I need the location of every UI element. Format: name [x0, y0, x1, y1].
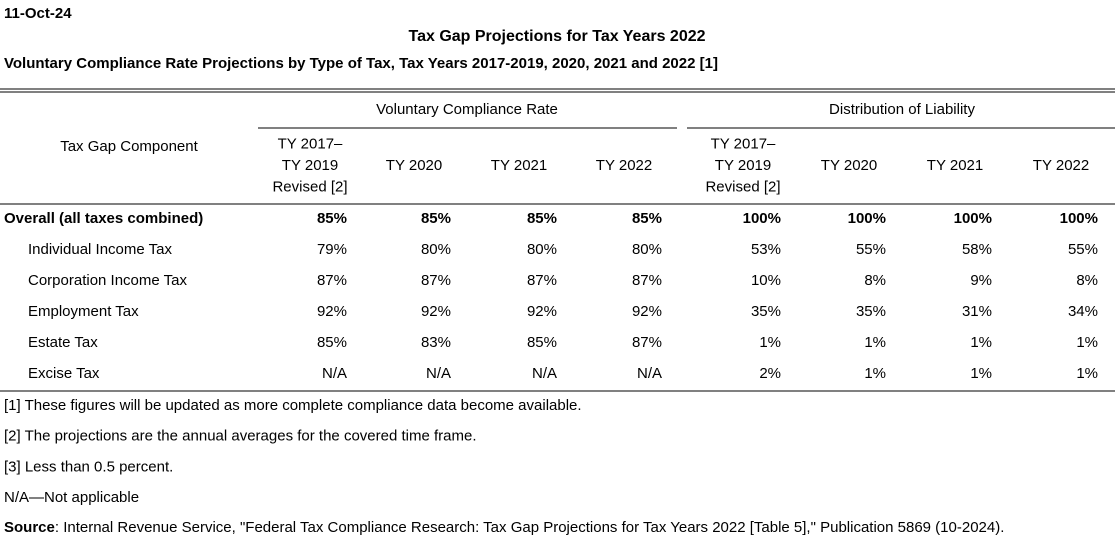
- cell: 85%: [317, 210, 347, 227]
- cell: 85%: [632, 210, 662, 227]
- cell: 87%: [632, 272, 662, 289]
- source: Source: Internal Revenue Service, "Feder…: [4, 519, 1004, 536]
- date: 11-Oct-24: [4, 5, 72, 22]
- cell: 58%: [962, 241, 992, 258]
- cell: 1%: [864, 365, 886, 382]
- column-header: TY 2017–: [278, 135, 343, 152]
- cell: 83%: [421, 334, 451, 351]
- row-label: Individual Income Tax: [28, 241, 172, 258]
- cell: 85%: [527, 334, 557, 351]
- footnote: [2] The projections are the annual avera…: [4, 428, 477, 445]
- cell: 35%: [751, 303, 781, 320]
- column-header: Revised [2]: [705, 178, 780, 195]
- cell: 80%: [421, 241, 451, 258]
- cell: 8%: [1076, 272, 1098, 289]
- cell: N/A: [322, 365, 347, 382]
- cell: 1%: [1076, 365, 1098, 382]
- cell: 100%: [848, 210, 886, 227]
- cell: 85%: [421, 210, 451, 227]
- cell: 100%: [954, 210, 992, 227]
- cell: 10%: [751, 272, 781, 289]
- source-label: Source: [4, 519, 55, 536]
- cell: 92%: [527, 303, 557, 320]
- cell: 100%: [743, 210, 781, 227]
- column-header: TY 2019: [282, 157, 338, 174]
- cell: 80%: [632, 241, 662, 258]
- cell: 87%: [317, 272, 347, 289]
- row-label: Corporation Income Tax: [28, 272, 187, 289]
- cell: 87%: [527, 272, 557, 289]
- cell: N/A: [532, 365, 557, 382]
- row-label: Employment Tax: [28, 303, 139, 320]
- cell: 8%: [864, 272, 886, 289]
- cell: 85%: [527, 210, 557, 227]
- cell: 35%: [856, 303, 886, 320]
- column-header: TY 2020: [386, 157, 442, 174]
- column-header: TY 2022: [1033, 157, 1089, 174]
- cell: 1%: [970, 334, 992, 351]
- row-label: Excise Tax: [28, 365, 100, 382]
- column-header: TY 2022: [596, 157, 652, 174]
- source-text: : Internal Revenue Service, "Federal Tax…: [55, 519, 1005, 536]
- column-header: TY 2021: [491, 157, 547, 174]
- column-header: TY 2020: [821, 157, 877, 174]
- cell: 34%: [1068, 303, 1098, 320]
- row-label: Estate Tax: [28, 334, 98, 351]
- cell: 80%: [527, 241, 557, 258]
- cell: 1%: [1076, 334, 1098, 351]
- footnote: [1] These figures will be updated as mor…: [4, 397, 582, 414]
- cell: 55%: [856, 241, 886, 258]
- cell: 1%: [864, 334, 886, 351]
- cell: N/A: [637, 365, 662, 382]
- footnote: [3] Less than 0.5 percent.: [4, 458, 173, 475]
- subtitle: Voluntary Compliance Rate Projections by…: [4, 55, 718, 72]
- cell: 9%: [970, 272, 992, 289]
- cell: 1%: [970, 365, 992, 382]
- cell: 85%: [317, 334, 347, 351]
- cell: 31%: [962, 303, 992, 320]
- row-label: Overall (all taxes combined): [4, 210, 203, 227]
- cell: 2%: [759, 365, 781, 382]
- cell: 92%: [317, 303, 347, 320]
- column-header: TY 2021: [927, 157, 983, 174]
- column-header: TY 2019: [715, 157, 771, 174]
- cell: 87%: [632, 334, 662, 351]
- column-header: TY 2017–: [711, 135, 776, 152]
- cell: 92%: [632, 303, 662, 320]
- title: Tax Gap Projections for Tax Years 2022: [408, 28, 705, 45]
- group-header: Voluntary Compliance Rate: [376, 101, 558, 118]
- cell: 92%: [421, 303, 451, 320]
- cell: N/A: [426, 365, 451, 382]
- group-header: Distribution of Liability: [829, 101, 975, 118]
- cell: 53%: [751, 241, 781, 258]
- cell: 87%: [421, 272, 451, 289]
- row-header: Tax Gap Component: [60, 138, 198, 155]
- column-header: Revised [2]: [272, 178, 347, 195]
- cell: 1%: [759, 334, 781, 351]
- cell: 100%: [1060, 210, 1098, 227]
- footnote: N/A—Not applicable: [4, 489, 139, 506]
- cell: 79%: [317, 241, 347, 258]
- cell: 55%: [1068, 241, 1098, 258]
